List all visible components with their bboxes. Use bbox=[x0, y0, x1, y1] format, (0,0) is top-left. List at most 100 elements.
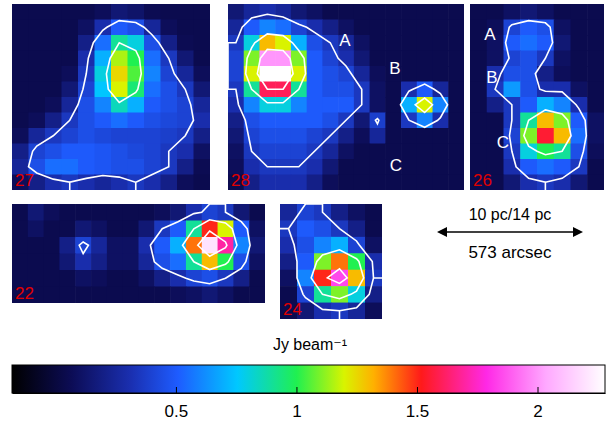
cell bbox=[401, 144, 417, 160]
cell bbox=[177, 20, 194, 36]
cell bbox=[338, 51, 354, 67]
source-label: B bbox=[486, 68, 497, 87]
cell bbox=[291, 97, 307, 113]
cell bbox=[554, 159, 571, 175]
panel: 22 bbox=[12, 204, 266, 304]
cell bbox=[291, 175, 307, 191]
cell bbox=[297, 220, 315, 237]
cell bbox=[504, 66, 521, 82]
cell bbox=[228, 66, 244, 82]
cell bbox=[314, 237, 332, 254]
cell bbox=[448, 159, 464, 175]
cell bbox=[417, 159, 433, 175]
cell bbox=[78, 159, 95, 175]
cell bbox=[144, 113, 161, 129]
scale-bar-label: 10 pc/14 pc bbox=[469, 206, 552, 223]
cell bbox=[161, 97, 178, 113]
cell bbox=[28, 237, 44, 254]
cell bbox=[244, 20, 260, 36]
cell bbox=[144, 66, 161, 82]
cell bbox=[111, 159, 128, 175]
cell bbox=[417, 97, 433, 113]
cell bbox=[554, 82, 571, 98]
cell bbox=[385, 97, 401, 113]
cell bbox=[433, 51, 449, 67]
contour bbox=[311, 250, 363, 299]
cell bbox=[322, 20, 338, 36]
contour bbox=[257, 49, 293, 89]
cell bbox=[62, 66, 79, 82]
cell bbox=[470, 82, 487, 98]
cell bbox=[354, 20, 370, 36]
cell bbox=[314, 220, 332, 237]
contour bbox=[29, 21, 194, 190]
cell bbox=[275, 20, 291, 36]
panel-label: 28 bbox=[231, 171, 250, 190]
cell bbox=[433, 175, 449, 191]
cell bbox=[194, 82, 211, 98]
cell bbox=[95, 20, 112, 36]
cell bbox=[348, 303, 366, 319]
cell bbox=[202, 287, 218, 304]
cell bbox=[322, 159, 338, 175]
cell bbox=[370, 51, 386, 67]
cell bbox=[554, 51, 571, 67]
cell bbox=[107, 204, 123, 221]
cell bbox=[194, 97, 211, 113]
cell bbox=[385, 4, 401, 20]
cell bbox=[338, 82, 354, 98]
cell bbox=[45, 113, 62, 129]
cell bbox=[111, 113, 128, 129]
cell bbox=[139, 287, 155, 304]
cell bbox=[259, 51, 275, 67]
cell bbox=[504, 20, 521, 36]
panel-label: 22 bbox=[15, 284, 34, 303]
cell bbox=[307, 82, 323, 98]
panel: 28ABC bbox=[228, 4, 465, 191]
contour bbox=[327, 269, 347, 284]
panel: 24 bbox=[280, 204, 383, 320]
cell bbox=[348, 237, 366, 254]
figure: 2728ABC26ABC222410 pc/14 pc573 arcsecJy … bbox=[0, 0, 613, 431]
cell bbox=[95, 113, 112, 129]
cell bbox=[123, 287, 139, 304]
panel-label: 24 bbox=[283, 300, 302, 319]
cell bbox=[12, 66, 29, 82]
cell bbox=[161, 128, 178, 144]
cell bbox=[144, 128, 161, 144]
cell bbox=[275, 35, 291, 51]
cell bbox=[78, 144, 95, 160]
cell bbox=[448, 175, 464, 191]
cell bbox=[365, 286, 382, 303]
cell bbox=[45, 4, 62, 20]
cell bbox=[170, 237, 186, 254]
cell bbox=[194, 128, 211, 144]
cell bbox=[385, 175, 401, 191]
tick: 0.5 bbox=[165, 387, 189, 421]
cell bbox=[62, 144, 79, 160]
cell bbox=[417, 175, 433, 191]
cell bbox=[44, 270, 60, 287]
cell bbox=[365, 303, 382, 319]
cell bbox=[354, 159, 370, 175]
cell bbox=[249, 221, 265, 238]
cell bbox=[123, 237, 139, 254]
scale-bar-label: 573 arcsec bbox=[468, 243, 552, 262]
cell bbox=[95, 159, 112, 175]
contour bbox=[79, 204, 250, 284]
cell bbox=[354, 144, 370, 160]
cell bbox=[12, 113, 29, 129]
tick-label: 0.5 bbox=[165, 402, 189, 421]
contour bbox=[228, 14, 448, 166]
cell bbox=[202, 204, 218, 221]
contour bbox=[183, 220, 237, 270]
cell bbox=[123, 270, 139, 287]
cell bbox=[307, 35, 323, 51]
cell bbox=[385, 35, 401, 51]
cell bbox=[571, 82, 588, 98]
cell bbox=[370, 82, 386, 98]
cell bbox=[154, 270, 170, 287]
colorbar-title: Jy beam⁻¹ bbox=[273, 336, 347, 353]
cell bbox=[280, 253, 298, 270]
cell bbox=[12, 254, 28, 271]
